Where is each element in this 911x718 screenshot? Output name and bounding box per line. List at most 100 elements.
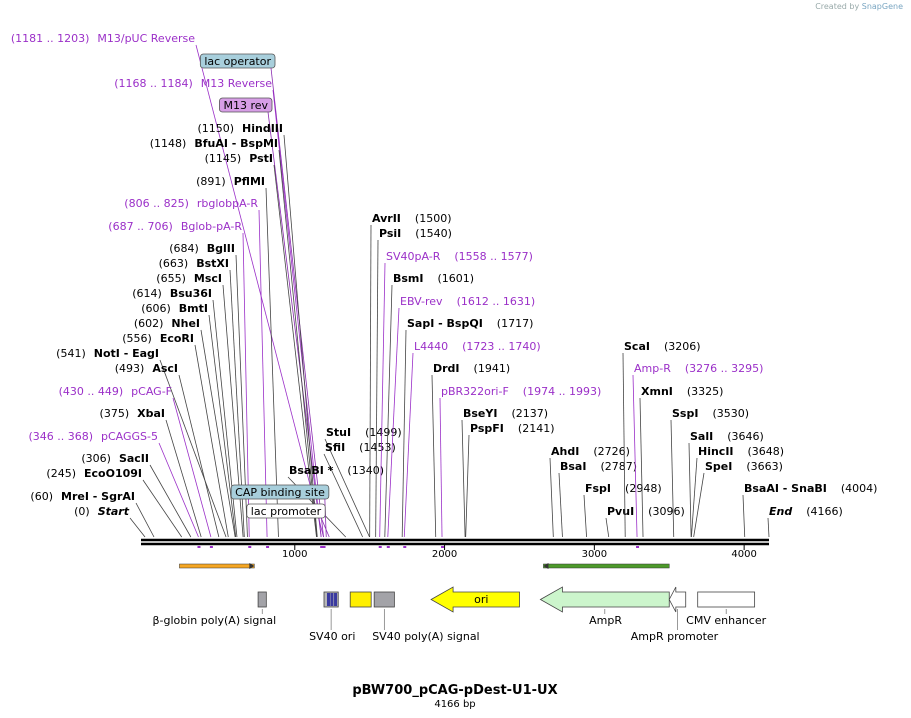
label-scai[interactable]: (3206) ScaI [622, 340, 701, 538]
label-pcag-f[interactable]: (430 .. 449) pCAG-F [59, 385, 213, 548]
label-l4440[interactable]: (1723 .. 1740) L4440 [403, 340, 541, 548]
feature-ori[interactable]: ori [430, 586, 520, 613]
label-ecori[interactable]: (556) EcoRI [122, 332, 229, 538]
label-spei[interactable]: (3663) SpeI [693, 460, 783, 538]
feature-shape [349, 591, 372, 608]
label-bfuai-bspmi[interactable]: (1148) BfuAI - BspMI [150, 137, 318, 538]
label-pvui[interactable]: (3096) PvuI [605, 505, 685, 538]
feature-cmv-enhancer[interactable]: CMV enhancer [686, 591, 767, 627]
site-position: (1148) [150, 137, 187, 150]
label-bsu36i[interactable]: (614) Bsu36I [132, 287, 238, 538]
label-m13-rev[interactable]: M13 rev [219, 97, 322, 538]
label-lac-promoter[interactable]: lac promoter [246, 503, 330, 538]
connector-line [159, 359, 227, 538]
label-ebv-rev[interactable]: (1612 .. 1631) EBV-rev [386, 295, 535, 548]
credit-prefix: Created by [815, 2, 860, 11]
label-pcaggs-5[interactable]: (346 .. 368) pCAGGS-5 [28, 430, 201, 548]
primer-range: (1181 .. 1203) [11, 32, 90, 45]
label-pbr322ori-f[interactable]: (1974 .. 1993) pBR322ori-F [439, 385, 601, 548]
label-sacii[interactable]: (306) SacII [81, 452, 192, 538]
enzyme-name: StuI [326, 426, 351, 439]
enzyme-name: DrdI [433, 362, 460, 375]
label-hindiii[interactable]: (1150) HindIII [197, 122, 318, 538]
label-start[interactable]: (0) Start [74, 505, 146, 538]
feature-name: M13 rev [223, 99, 268, 112]
label-end[interactable]: (4166) End [767, 505, 843, 538]
connector-line [323, 453, 363, 538]
label-m13-puc-reverse[interactable]: (1181 .. 1203) M13/pUC Reverse [11, 32, 326, 548]
label-xbai[interactable]: (375) XbaI [100, 407, 202, 538]
site-position: (1717) [497, 317, 534, 330]
enzyme-name: NheI [171, 317, 200, 330]
label-pspfi[interactable]: (2141) PspFI [465, 422, 555, 538]
label-hincii[interactable]: (3648) HincII [691, 445, 785, 538]
enzyme-name: PsiI [379, 227, 401, 240]
connector-line [273, 164, 317, 538]
label-bsmi[interactable]: (1601) BsmI [384, 272, 474, 538]
feature-name: CAP binding site [235, 486, 325, 499]
feature-ampr-promoter[interactable]: AmpR promoter [631, 586, 719, 643]
enzyme-name: BsaBI * [289, 464, 334, 477]
feature-sv40-poly-a-signal[interactable]: SV40 poly(A) signal [372, 591, 480, 643]
label-psti[interactable]: (1145) PstI [205, 152, 317, 538]
label-psii[interactable]: (1540) PsiI [375, 227, 452, 538]
label-rbglobpa-r[interactable]: (806 .. 825) rbglobpA-R [124, 197, 270, 548]
feature-ampr[interactable]: AmpR [539, 586, 670, 627]
enzyme-name: SfiI [325, 441, 345, 454]
label-pflmi[interactable]: (891) PflMI [196, 175, 279, 538]
site-position: (3096) [648, 505, 685, 518]
label-sali[interactable]: (3646) SalI [688, 430, 764, 538]
feature-name: SV40 poly(A) signal [372, 630, 479, 643]
primer-name: pCAG-F [131, 385, 172, 398]
enzyme-name: PvuI [607, 505, 634, 518]
enzyme-name: BglII [207, 242, 235, 255]
connector-line [691, 457, 698, 538]
primer-name: L4440 [414, 340, 448, 353]
label-sv40pa-r[interactable]: (1558 .. 1577) SV40pA-R [378, 250, 533, 548]
enzyme-name: BseYI [463, 407, 497, 420]
label-cap-binding-site[interactable]: CAP binding site [230, 484, 330, 538]
label-ecoo109i[interactable]: (245) EcoO109I [46, 467, 183, 538]
primer-name: Amp-R [634, 362, 671, 375]
connector-line [379, 262, 386, 538]
feature-box-lac-operator [199, 53, 276, 69]
enzyme-name: AscI [152, 362, 178, 375]
connector-line [324, 498, 327, 538]
label-nhei[interactable]: (602) NheI [134, 317, 236, 538]
label-xmni[interactable]: (3325) XmnI [639, 385, 723, 538]
feature-arrow [430, 586, 520, 613]
axis-tick-label: 3000 [582, 549, 607, 560]
label-bsai[interactable]: (2787) BsaI [558, 460, 637, 538]
site-position: (3206) [664, 340, 701, 353]
site-position: (1499) [365, 426, 402, 439]
site-position: (2787) [600, 460, 637, 473]
site-position: (1150) [197, 122, 234, 135]
site-position: (3648) [748, 445, 785, 458]
connector-line [670, 419, 675, 538]
label-drdi[interactable]: (1941) DrdI [431, 362, 510, 538]
label-lac-operator[interactable]: lac operator [199, 53, 324, 538]
label-ahdi[interactable]: (2726) AhdI [549, 445, 630, 538]
feature-globin-poly-a-signal[interactable]: β-globin poly(A) signal [152, 591, 276, 627]
connector-line [165, 419, 202, 538]
label-fspi[interactable]: (2948) FspI [583, 482, 662, 538]
label-noti-eagi[interactable]: (541) NotI - EagI [56, 347, 227, 538]
label-avrii[interactable]: (1500) AvrII [369, 212, 452, 538]
label-bmti[interactable]: (606) BmtI [141, 302, 237, 538]
label-bseyi[interactable]: (2137) BseYI [461, 407, 548, 538]
label-mrei-sgrai[interactable]: (60) MreI - SgrAI [30, 490, 155, 538]
label-stui[interactable]: (1499) StuI [324, 426, 402, 538]
label-amp-r[interactable]: (3276 .. 3295) Amp-R [632, 362, 763, 548]
label-sspi[interactable]: (3530) SspI [670, 407, 749, 538]
connector-line [605, 517, 610, 538]
connector-line [158, 442, 199, 538]
label-m13-reverse[interactable]: (1168 .. 1184) M13 Reverse [114, 77, 324, 548]
feature-misc-2[interactable] [349, 591, 372, 608]
feature-shape [697, 591, 756, 608]
sv40-ori-detail [326, 593, 330, 606]
label-bsaai-snabi[interactable]: (4004) BsaAI - SnaBI [742, 482, 877, 538]
connector-line [465, 434, 470, 538]
label-sapi-bspqi[interactable]: (1717) SapI - BspQI [401, 317, 534, 538]
label-sfii[interactable]: (1453) SfiI [323, 441, 396, 538]
label-asci[interactable]: (493) AscI [115, 362, 220, 538]
